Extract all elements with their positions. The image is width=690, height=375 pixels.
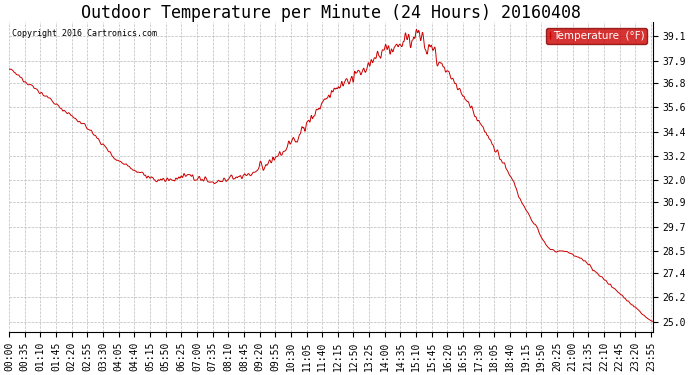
Legend: Temperature  (°F): Temperature (°F) xyxy=(546,27,647,44)
Title: Outdoor Temperature per Minute (24 Hours) 20160408: Outdoor Temperature per Minute (24 Hours… xyxy=(81,4,581,22)
Text: Copyright 2016 Cartronics.com: Copyright 2016 Cartronics.com xyxy=(12,28,157,38)
